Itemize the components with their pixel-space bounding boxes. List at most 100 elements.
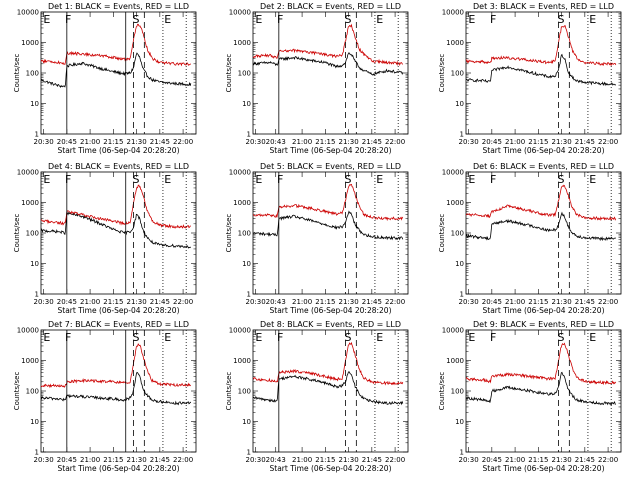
interval-label: S	[557, 173, 564, 186]
x-tick-label: 22:00	[385, 298, 405, 306]
x-tick-label: 21:45	[150, 456, 170, 464]
interval-label: F	[277, 13, 283, 26]
interval-label: E	[376, 331, 383, 344]
interval-label: S	[344, 173, 351, 186]
x-tick-label: 21:00	[505, 298, 525, 306]
series-line-lld	[253, 23, 404, 67]
series-line-events	[466, 211, 617, 242]
panel-det-3: Det 3: BLACK = Events, RED = LLD 1 10 100 10…	[438, 2, 622, 155]
panel-title: Det 2: BLACK = Events, RED = LLD	[260, 2, 401, 11]
x-tick-label: 21:15	[103, 456, 123, 464]
y-tick-label: 10000	[442, 327, 464, 335]
x-tick-label: 22:00	[173, 138, 193, 146]
interval-label: E	[589, 331, 596, 344]
y-tick-label: 100	[238, 230, 251, 238]
x-axis-label: Start Time (06-Sep-04 20:28:20)	[270, 306, 392, 315]
y-tick-label: 1	[35, 131, 39, 139]
x-tick-label: 20:43	[266, 298, 286, 306]
y-tick-label: 10	[455, 100, 464, 108]
interval-label: F	[490, 13, 496, 26]
y-tick-label: 10000	[442, 9, 464, 17]
series-line-events	[253, 210, 404, 241]
y-tick-label: 1000	[233, 39, 251, 47]
plot-frame	[465, 11, 622, 135]
interval-label: E	[468, 331, 475, 344]
x-tick-label: 20:30	[33, 298, 53, 306]
interval-label: E	[164, 13, 171, 26]
x-tick-label: 20:43	[266, 456, 286, 464]
x-tick-label: 21:00	[292, 138, 312, 146]
y-tick-label: 1000	[21, 199, 39, 207]
series-group	[466, 184, 617, 242]
x-tick-label: 21:45	[150, 138, 170, 146]
y-tick-label: 1000	[446, 39, 464, 47]
x-tick-label: 21:00	[505, 456, 525, 464]
panel-title: Det 8: BLACK = Events, RED = LLD	[260, 320, 401, 329]
x-tick-label: 22:00	[173, 456, 193, 464]
x-tick-label: 21:45	[362, 298, 382, 306]
x-tick-label: 21:30	[551, 298, 571, 306]
series-line-events	[466, 53, 617, 87]
interval-label: E	[43, 173, 50, 186]
series-line-events	[466, 371, 616, 406]
panel-det-8: Det 8: BLACK = Events, RED = LLD 1 10 100 10…	[225, 320, 409, 473]
x-axis-label: Start Time (06-Sep-04 20:28:20)	[58, 464, 180, 473]
panel-title: Det 5: BLACK = Events, RED = LLD	[260, 162, 401, 171]
y-tick-label: 1000	[21, 39, 39, 47]
interval-label: E	[164, 331, 171, 344]
panel-det-7: Det 7: BLACK = Events, RED = LLD 1 10 100 10…	[13, 320, 197, 473]
x-tick-label: 21:30	[126, 298, 146, 306]
y-tick-label: 10	[455, 260, 464, 268]
y-tick-label: 1	[35, 291, 39, 299]
x-axis-label: Start Time (06-Sep-04 20:28:20)	[483, 146, 605, 155]
y-tick-label: 100	[451, 388, 464, 396]
series-line-events	[41, 371, 192, 406]
series-group	[253, 23, 404, 76]
y-axis-label: Counts/sec	[13, 214, 21, 253]
interval-label: E	[589, 173, 596, 186]
interval-label: S	[344, 13, 351, 26]
panel-title: Det 4: BLACK = Events, RED = LLD	[48, 162, 189, 171]
interval-label: E	[164, 173, 171, 186]
series-line-lld	[466, 184, 617, 221]
x-tick-label: 21:00	[80, 456, 100, 464]
x-tick-label: 20:43	[266, 138, 286, 146]
y-tick-label: 100	[26, 388, 39, 396]
x-tick-label: 21:15	[315, 298, 335, 306]
x-tick-label: 21:15	[103, 138, 123, 146]
x-axis-label: Start Time (06-Sep-04 20:28:20)	[483, 306, 605, 315]
y-tick-label: 10000	[229, 9, 251, 17]
x-tick-label: 20:45	[57, 456, 77, 464]
x-tick-label: 21:15	[103, 298, 123, 306]
x-tick-label: 20:45	[482, 298, 502, 306]
x-axis-label: Start Time (06-Sep-04 20:28:20)	[270, 146, 392, 155]
series-line-lld	[41, 343, 191, 389]
y-tick-label: 10000	[17, 9, 39, 17]
y-tick-label: 100	[26, 230, 39, 238]
x-tick-label: 20:30	[458, 298, 478, 306]
x-tick-label: 20:30	[458, 456, 478, 464]
y-tick-label: 1000	[233, 357, 251, 365]
x-tick-label: 21:00	[292, 456, 312, 464]
interval-label: E	[468, 173, 475, 186]
y-tick-label: 10	[242, 260, 251, 268]
interval-label: F	[65, 13, 71, 26]
x-axis-label: Start Time (06-Sep-04 20:28:20)	[483, 464, 605, 473]
x-tick-label: 20:45	[482, 138, 502, 146]
series-line-lld	[41, 23, 192, 67]
y-axis-label: Counts/sec	[438, 372, 446, 411]
interval-label: E	[43, 331, 50, 344]
interval-label: F	[490, 173, 496, 186]
interval-label: E	[376, 13, 383, 26]
y-tick-label: 10	[30, 260, 39, 268]
x-axis-label: Start Time (06-Sep-04 20:28:20)	[270, 464, 392, 473]
x-tick-label: 21:15	[528, 298, 548, 306]
y-tick-label: 10000	[229, 169, 251, 177]
panel-det-4: Det 4: BLACK = Events, RED = LLD 1 10 100 10…	[13, 162, 197, 315]
x-tick-label: 20:30	[33, 456, 53, 464]
y-tick-label: 10	[30, 100, 39, 108]
y-tick-label: 1000	[233, 199, 251, 207]
y-tick-label: 10	[30, 418, 39, 426]
